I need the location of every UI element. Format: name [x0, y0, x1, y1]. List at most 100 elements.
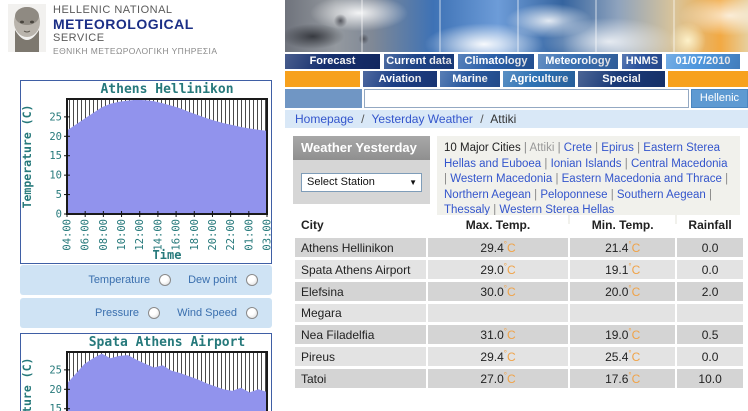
max-temp-cell: 30.0°C: [427, 282, 569, 301]
city-cell: Spata Athens Airport: [295, 260, 426, 279]
nav-tab-special-entrance[interactable]: Special Entrance: [578, 71, 665, 87]
max-temp-cell: 29.4°C: [427, 238, 569, 257]
svg-text:12:00: 12:00: [134, 219, 146, 251]
svg-text:03:00: 03:00: [262, 219, 272, 251]
nav-tab-aviation[interactable]: Aviation: [363, 71, 437, 87]
max-temp-cell: 29.0°C: [427, 260, 569, 279]
celsius-unit: °C: [628, 349, 641, 364]
breadcrumb-separator: /: [480, 112, 484, 126]
region-thessaly[interactable]: Thessaly: [444, 204, 491, 217]
nav-tab-hnms[interactable]: HNMS: [622, 54, 662, 69]
city-cell: Nea Filadelfia: [295, 325, 426, 344]
city-cell: Tatoi: [295, 369, 426, 388]
min-temp-cell: 25.4°C: [570, 347, 676, 366]
region-western-sterea-hellas[interactable]: Western Sterea Hellas: [499, 204, 615, 217]
svg-text:04:00: 04:00: [62, 219, 74, 251]
rainfall-cell: 2.0: [677, 282, 743, 301]
min-temp-cell: 21.4°C: [570, 238, 676, 257]
svg-text:25: 25: [49, 364, 62, 376]
svg-text:22:00: 22:00: [225, 219, 237, 251]
nav-tab-current-data[interactable]: Current data: [384, 54, 454, 69]
column-header-rainfall: Rainfall: [677, 215, 743, 235]
breadcrumb-homepage[interactable]: Homepage: [295, 112, 354, 126]
pressure-radio[interactable]: [148, 307, 161, 319]
weather-table-wrap: City Max. Temp. Min. Temp. Rainfall Athens …: [293, 212, 745, 391]
pressure-radio-label: Pressure: [95, 307, 140, 319]
svg-text:15: 15: [49, 150, 62, 162]
region-peloponnese[interactable]: Peloponnese: [540, 188, 608, 201]
region-crete[interactable]: Crete: [563, 142, 592, 154]
nav-tab-meteorology[interactable]: Meteorology: [538, 54, 618, 69]
region-separator: |: [444, 173, 451, 186]
region-eastern-sterea-hellas-and-euboea[interactable]: Eastern Sterea Hellas and Euboea: [444, 142, 720, 170]
region-separator: |: [490, 204, 500, 217]
rainfall-cell: 0.5: [677, 325, 743, 344]
nav-tab-01-07-2010[interactable]: 01/07/2010: [666, 54, 740, 69]
right-column: Forecast Current data Climatology Meteorolo…: [285, 0, 748, 411]
celsius-unit: °C: [503, 349, 516, 364]
region-central-macedonia[interactable]: Central Macedonia: [630, 157, 728, 170]
station-select[interactable]: Select Station ▼: [301, 172, 422, 192]
dew-point-radio[interactable]: [246, 274, 258, 286]
table-row-elefsina: Elefsina 30.0°C 20.0°C 2.0: [295, 282, 743, 301]
table-row-nea-filadelfia: Nea Filadelfia 31.0°C 19.0°C 0.5: [295, 325, 743, 344]
region-separator: |: [554, 142, 564, 154]
region-separator: |: [520, 142, 530, 154]
celsius-unit: °C: [503, 371, 516, 386]
orange-ribbon-right: [668, 71, 748, 87]
nav-tab-forecast[interactable]: Forecast: [285, 54, 380, 69]
logo-portrait: [8, 4, 46, 52]
weather-yesterday-panel-title: Weather Yesterday: [293, 136, 430, 160]
search-input[interactable]: [364, 89, 689, 108]
max-temp-cell: 29.4°C: [427, 347, 569, 366]
min-temp-cell: 20.0°C: [570, 282, 676, 301]
max-temp-cell: 31.0°C: [427, 325, 569, 344]
weather-table-body: Athens Hellinikon 29.4°C 21.4°C 0.0 Spata At…: [295, 238, 743, 388]
svg-text:Spata Athens Airport: Spata Athens Airport: [89, 335, 246, 350]
region-attiki: Attiki: [529, 142, 555, 154]
temperature-radio[interactable]: [159, 274, 172, 286]
breadcrumb-yesterday-weather[interactable]: Yesterday Weather: [371, 112, 473, 126]
region-separator: |: [705, 188, 712, 201]
wind-speed-radio[interactable]: [246, 307, 258, 319]
weather-yesterday-table: City Max. Temp. Min. Temp. Rainfall Athens …: [293, 212, 745, 391]
column-header-min-temp: Min. Temp.: [570, 215, 676, 235]
min-temp-cell: 19.0°C: [570, 325, 676, 344]
region-ionian-islands[interactable]: Ionian Islands: [550, 157, 622, 170]
region-separator: |: [552, 173, 562, 186]
left-column: HELLENIC NATIONAL METEOROLOGICAL SERVICE…: [0, 0, 285, 411]
svg-text:20:00: 20:00: [207, 219, 219, 251]
nav-tab-marine[interactable]: Marine: [440, 71, 500, 87]
region-southern-aegean[interactable]: Southern Aegean: [616, 188, 706, 201]
min-temp-cell: 17.6°C: [570, 369, 676, 388]
breadcrumb-current-attiki: Attiki: [490, 112, 517, 126]
svg-text:10:00: 10:00: [116, 219, 128, 251]
table-row-spata-athens-airport: Spata Athens Airport 29.0°C 19.1°C 0.0: [295, 260, 743, 279]
column-header-max-temp: Max. Temp.: [427, 215, 569, 235]
region-northern-aegean[interactable]: Northern Aegean: [444, 188, 531, 201]
svg-text:0: 0: [56, 209, 62, 221]
region-eastern-macedonia-and-thrace[interactable]: Eastern Macedonia and Thrace: [561, 173, 722, 186]
nav-tab-climatology[interactable]: Climatology: [458, 54, 534, 69]
logo-line-2: METEOROLOGICAL: [53, 16, 194, 32]
logo-line-3: SERVICE: [53, 32, 105, 44]
wind-speed-radio-label: Wind Speed: [177, 307, 237, 319]
station-select-value: Select Station: [307, 176, 375, 188]
celsius-unit: °C: [628, 371, 641, 386]
svg-text:25: 25: [49, 111, 62, 123]
svg-text:08:00: 08:00: [98, 219, 110, 251]
hellenic-language-button[interactable]: Hellenic: [691, 89, 748, 108]
table-row-tatoi: Tatoi 27.0°C 17.6°C 10.0: [295, 369, 743, 388]
min-temp-cell: [570, 304, 676, 322]
region-western-macedonia[interactable]: Western Macedonia: [450, 173, 553, 186]
chart-variable-group-2: Pressure Wind Speed: [20, 298, 272, 328]
weather-banner-image: [285, 0, 748, 52]
nav-tab-agriculture[interactable]: Agriculture: [503, 71, 575, 87]
max-temp-cell: 27.0°C: [427, 369, 569, 388]
region-epirus[interactable]: Epirus: [601, 142, 634, 154]
nav-row-1: Forecast Current data Climatology Meteorolo…: [285, 54, 748, 69]
svg-text:5: 5: [56, 189, 62, 201]
region-separator: |: [633, 142, 644, 154]
